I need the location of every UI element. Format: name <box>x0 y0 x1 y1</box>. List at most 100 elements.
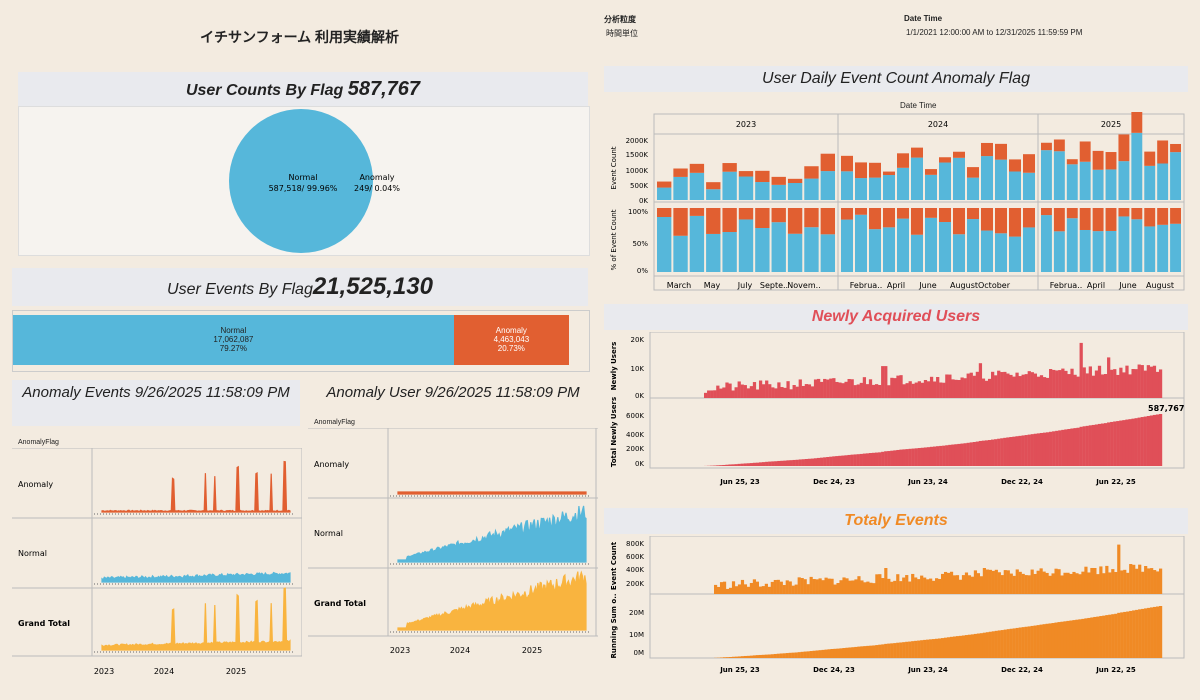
cum-bar[interactable] <box>749 463 754 466</box>
hist-bar[interactable] <box>1155 371 1160 398</box>
hist-bar[interactable] <box>777 382 781 398</box>
cum-bar[interactable] <box>866 645 870 658</box>
daily-pct-anomaly[interactable] <box>1170 208 1181 224</box>
hist-bar[interactable] <box>875 574 879 594</box>
daily-pct-normal[interactable] <box>689 215 705 272</box>
daily-pct-anomaly[interactable] <box>967 208 979 220</box>
daily-bar-normal[interactable] <box>855 178 867 200</box>
hist-bar[interactable] <box>722 581 727 594</box>
hist-bar[interactable] <box>827 578 831 594</box>
hist-bar[interactable] <box>1067 374 1071 398</box>
hist-bar[interactable] <box>923 577 927 594</box>
hist-bar[interactable] <box>1149 366 1154 398</box>
cum-bar[interactable] <box>938 638 942 658</box>
daily-bar-normal[interactable] <box>897 167 909 200</box>
hist-bar[interactable] <box>1000 575 1004 594</box>
hist-bar[interactable] <box>716 385 720 398</box>
cum-bar[interactable] <box>862 453 867 466</box>
hist-bar[interactable] <box>731 390 735 398</box>
cum-bar[interactable] <box>872 645 876 658</box>
hist-bar[interactable] <box>1097 365 1102 398</box>
hist-bar[interactable] <box>975 371 979 398</box>
daily-pct-anomaly[interactable] <box>855 208 867 215</box>
cum-bar[interactable] <box>1033 433 1038 466</box>
cum-bar[interactable] <box>1150 607 1154 658</box>
cum-bar[interactable] <box>923 447 928 466</box>
daily-pct-anomaly[interactable] <box>787 208 803 234</box>
cum-bar[interactable] <box>1094 424 1099 466</box>
cum-bar[interactable] <box>841 455 845 466</box>
hist-bar[interactable] <box>832 378 836 398</box>
hist-bar[interactable] <box>988 569 992 594</box>
hist-bar[interactable] <box>857 576 861 594</box>
hist-bar[interactable] <box>813 379 818 398</box>
cum-bar[interactable] <box>743 655 748 658</box>
hist-bar[interactable] <box>1126 572 1130 594</box>
daily-pct-normal[interactable] <box>1009 236 1021 272</box>
cum-bar[interactable] <box>874 452 879 466</box>
hist-bar[interactable] <box>773 579 777 594</box>
hist-bar[interactable] <box>972 375 976 398</box>
cum-bar[interactable] <box>911 448 915 466</box>
hist-bar[interactable] <box>1057 569 1061 594</box>
cum-bar[interactable] <box>905 449 909 466</box>
hist-bar[interactable] <box>969 372 973 398</box>
cum-bar[interactable] <box>731 656 736 658</box>
daily-bar-normal[interactable] <box>657 187 672 200</box>
cum-bar[interactable] <box>1042 432 1047 466</box>
daily-bar-normal[interactable] <box>883 175 895 200</box>
events-bar-normal[interactable]: Normal 17,062,087 79.27% <box>13 315 454 365</box>
hist-bar[interactable] <box>917 579 921 594</box>
hist-bar[interactable] <box>963 378 967 398</box>
cum-bar[interactable] <box>1000 438 1004 466</box>
hist-bar[interactable] <box>908 581 912 594</box>
daily-bar-anomaly[interactable] <box>869 162 881 178</box>
daily-bar-normal[interactable] <box>1157 163 1169 200</box>
cum-bar[interactable] <box>1108 614 1112 658</box>
cum-bar[interactable] <box>824 649 828 658</box>
hist-bar[interactable] <box>884 366 888 398</box>
cum-bar[interactable] <box>789 460 793 466</box>
hist-bar[interactable] <box>978 363 983 398</box>
hist-bar[interactable] <box>905 575 909 594</box>
cum-bar[interactable] <box>1129 610 1133 658</box>
daily-bar-anomaly[interactable] <box>657 181 672 188</box>
hist-bar[interactable] <box>761 586 765 594</box>
hist-bar[interactable] <box>785 580 789 594</box>
hist-bar[interactable] <box>823 378 827 398</box>
daily-bar-anomaly[interactable] <box>787 178 803 184</box>
cum-bar[interactable] <box>725 657 730 658</box>
cum-bar[interactable] <box>1144 608 1148 658</box>
daily-pct-anomaly[interactable] <box>981 208 993 231</box>
hist-bar[interactable] <box>872 583 876 594</box>
cum-bar[interactable] <box>1052 431 1056 466</box>
daily-pct-anomaly[interactable] <box>771 208 786 223</box>
cum-bar[interactable] <box>923 639 927 658</box>
hist-bar[interactable] <box>1006 570 1010 594</box>
daily-bar-normal[interactable] <box>820 171 835 200</box>
cum-bar[interactable] <box>951 444 955 466</box>
hist-bar[interactable] <box>854 579 858 594</box>
cum-bar[interactable] <box>1090 617 1094 658</box>
cum-bar[interactable] <box>1036 433 1041 466</box>
cum-bar[interactable] <box>1069 620 1073 658</box>
daily-bar-normal[interactable] <box>1131 132 1143 200</box>
hist-bar[interactable] <box>1021 573 1025 594</box>
daily-bar-anomaly[interactable] <box>1009 159 1021 172</box>
hist-bar[interactable] <box>1024 374 1028 398</box>
hist-bar[interactable] <box>792 385 796 398</box>
cum-bar[interactable] <box>807 458 812 466</box>
daily-bar-anomaly[interactable] <box>925 169 937 175</box>
hist-bar[interactable] <box>776 579 780 594</box>
cum-bar[interactable] <box>1045 432 1050 466</box>
cum-bar[interactable] <box>1048 623 1052 658</box>
cum-bar[interactable] <box>987 440 992 466</box>
hist-bar[interactable] <box>749 582 754 594</box>
cum-bar[interactable] <box>881 451 885 466</box>
cum-bar[interactable] <box>1138 609 1142 658</box>
hist-bar[interactable] <box>1125 365 1129 398</box>
hist-bar[interactable] <box>1081 571 1085 594</box>
hist-bar[interactable] <box>929 578 933 594</box>
daily-bar-anomaly[interactable] <box>820 153 835 172</box>
hist-bar[interactable] <box>1070 368 1074 398</box>
